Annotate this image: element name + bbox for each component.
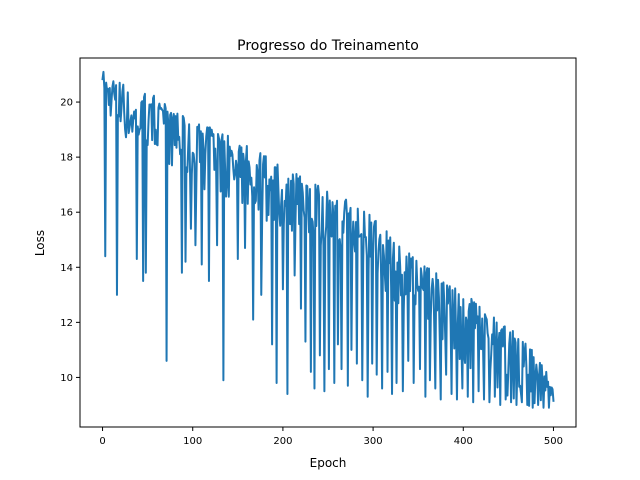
x-axis-title: Epoch xyxy=(310,456,347,470)
loss-series-line xyxy=(101,70,555,409)
x-tick-label: 0 xyxy=(99,436,105,447)
y-tick: 20 xyxy=(60,98,80,109)
y-axis-title: Loss xyxy=(33,230,47,256)
y-tick: 12 xyxy=(60,318,80,329)
x-tick: 100 xyxy=(183,427,202,447)
x-tick: 300 xyxy=(364,427,383,447)
y-tick-label: 12 xyxy=(60,318,73,329)
x-tick: 500 xyxy=(544,427,563,447)
x-tick: 400 xyxy=(454,427,473,447)
x-tick-label: 100 xyxy=(183,436,202,447)
x-tick-label: 500 xyxy=(544,436,563,447)
y-tick-label: 10 xyxy=(60,373,73,384)
x-tick-label: 200 xyxy=(273,436,292,447)
y-tick: 10 xyxy=(60,373,80,384)
y-tick-label: 18 xyxy=(60,153,73,164)
y-tick: 18 xyxy=(60,153,80,164)
y-tick-label: 14 xyxy=(60,263,73,274)
x-tick-label: 400 xyxy=(454,436,473,447)
x-tick: 200 xyxy=(273,427,292,447)
x-axis: 0 100 200 300 400 500 xyxy=(99,427,563,447)
y-axis: 10 12 14 16 18 20 xyxy=(60,98,80,384)
plot-area xyxy=(101,70,555,409)
chart-title: Progresso do Treinamento xyxy=(237,38,419,54)
axes-frame xyxy=(79,57,577,428)
y-tick-label: 16 xyxy=(60,208,73,219)
x-tick: 0 xyxy=(99,427,106,447)
y-tick: 16 xyxy=(60,208,80,219)
x-tick-label: 300 xyxy=(364,436,383,447)
y-tick-label: 20 xyxy=(60,98,73,109)
y-tick: 14 xyxy=(60,263,80,274)
